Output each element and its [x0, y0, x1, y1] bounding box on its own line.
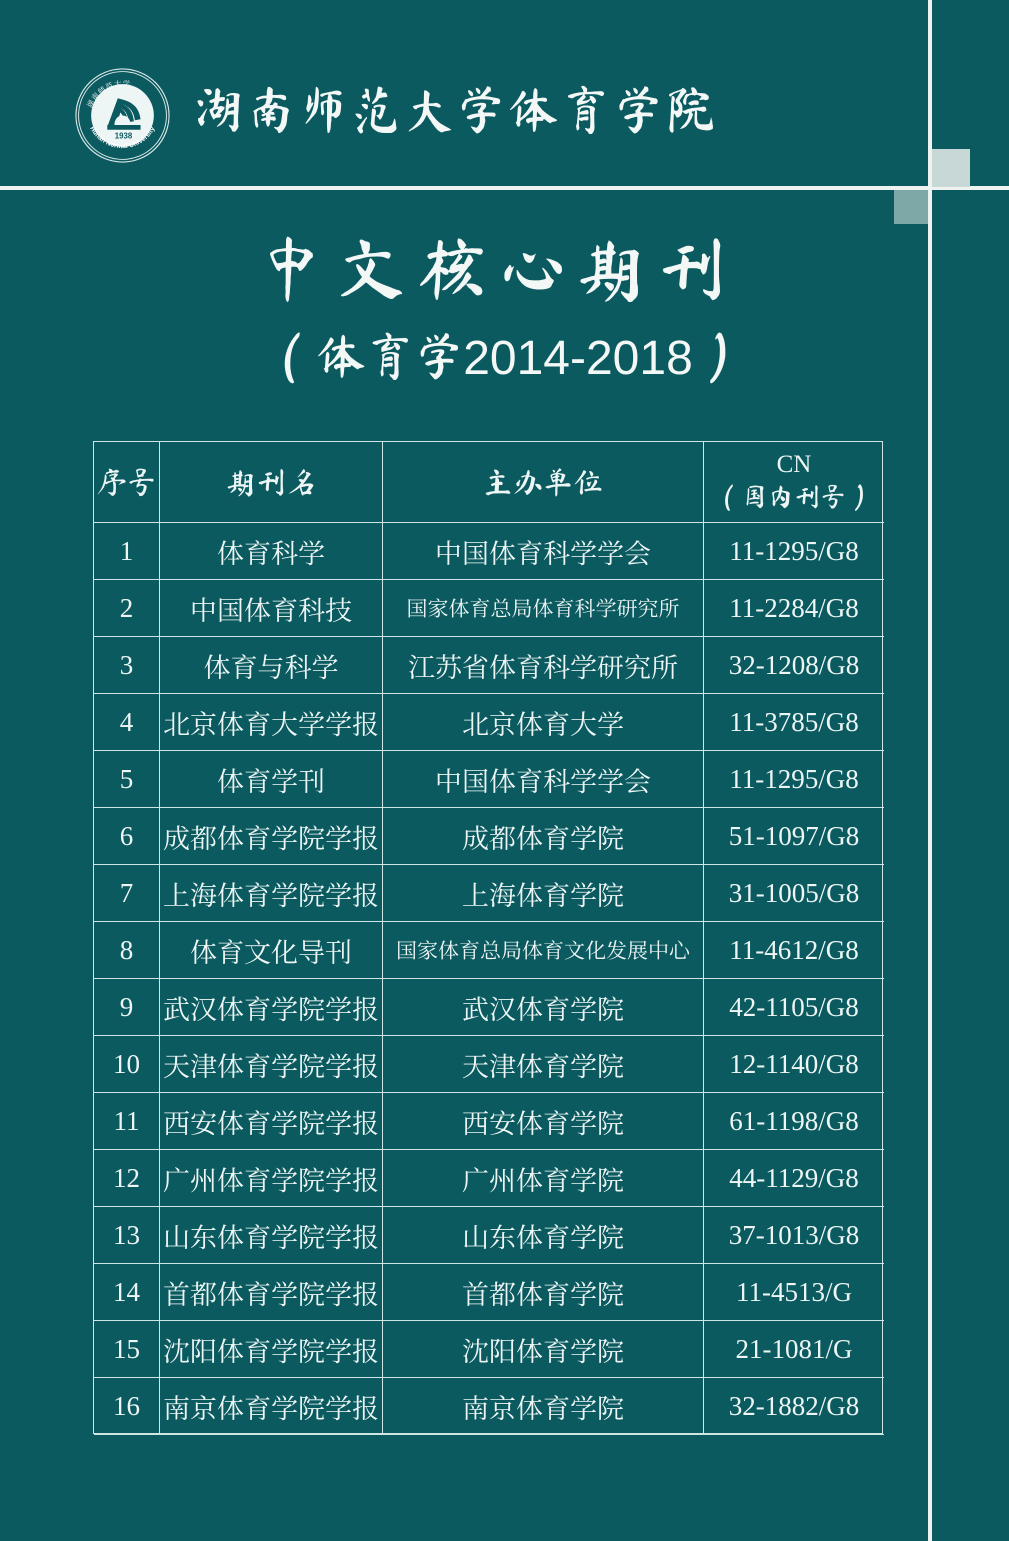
svg-text:1938: 1938 [115, 131, 133, 140]
